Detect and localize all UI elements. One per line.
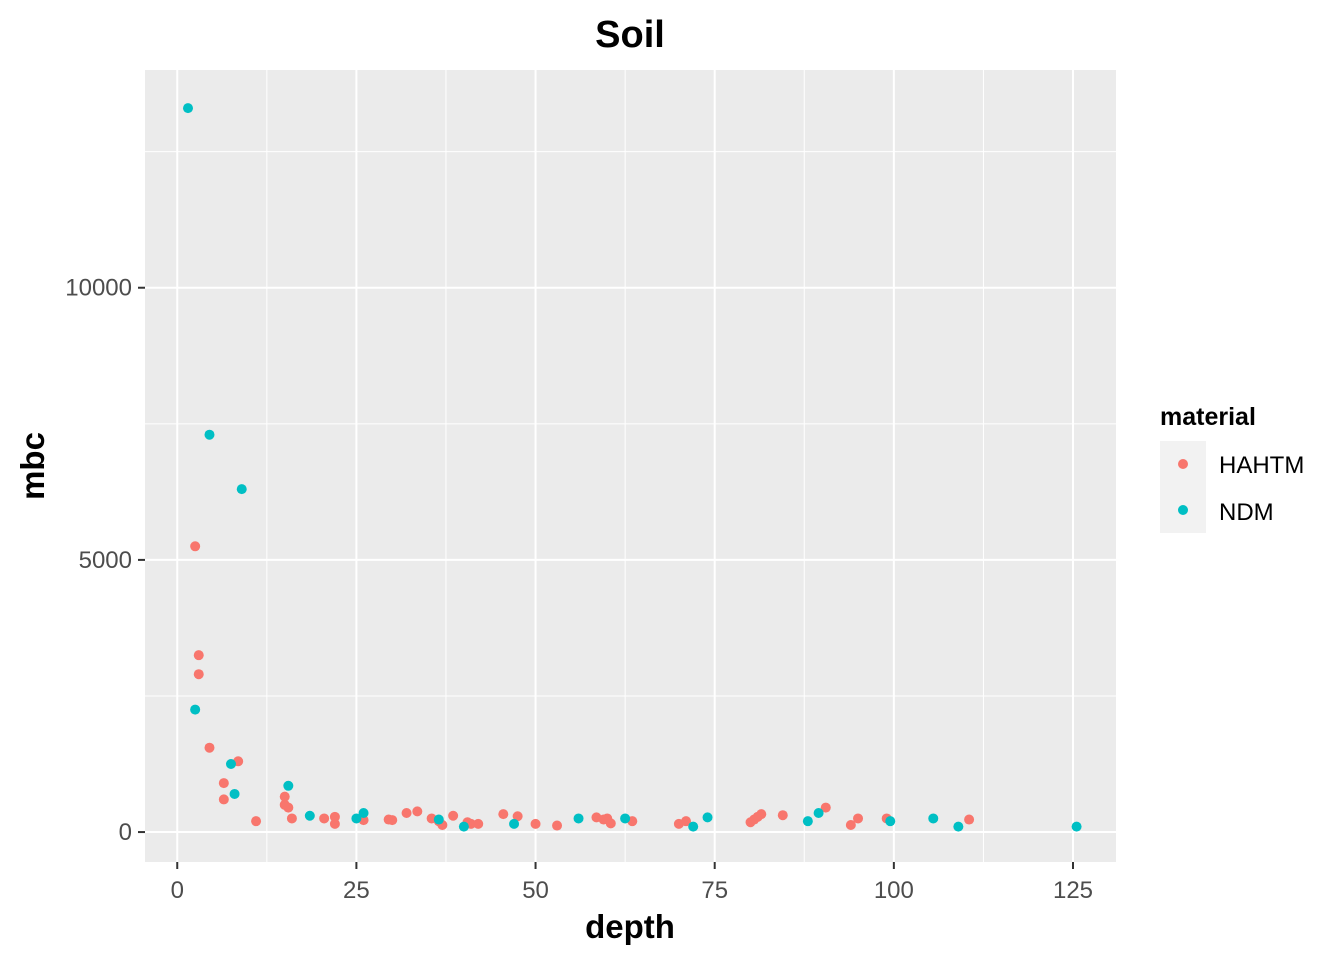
- data-point-hahtm: [498, 809, 509, 820]
- data-point-hahtm: [964, 814, 975, 825]
- data-point-ndm: [620, 813, 631, 824]
- legend: material HAHTM NDM: [1160, 403, 1304, 533]
- legend-key-ndm: [1178, 505, 1188, 515]
- y-tick-label: 10000: [65, 275, 132, 302]
- data-point-hahtm: [286, 813, 297, 824]
- data-point-ndm: [802, 816, 813, 827]
- x-tick-label: 25: [343, 877, 370, 904]
- data-point-hahtm: [756, 809, 767, 820]
- data-point-ndm: [953, 821, 964, 832]
- legend-title: material: [1160, 403, 1256, 431]
- data-point-hahtm: [279, 791, 290, 802]
- data-point-hahtm: [218, 794, 229, 805]
- y-tick-label: 5000: [79, 547, 132, 574]
- data-points: [182, 103, 1082, 832]
- data-point-hahtm: [845, 819, 856, 830]
- data-point-ndm: [688, 821, 699, 832]
- data-point-ndm: [885, 816, 896, 827]
- data-point-ndm: [702, 812, 713, 823]
- data-point-hahtm: [820, 802, 831, 813]
- data-point-hahtm: [853, 813, 864, 824]
- data-point-hahtm: [387, 815, 398, 826]
- data-point-ndm: [283, 780, 294, 791]
- data-point-hahtm: [473, 818, 484, 829]
- data-point-ndm: [225, 759, 236, 770]
- x-tick-label: 50: [522, 877, 549, 904]
- data-point-hahtm: [329, 811, 340, 822]
- data-point-hahtm: [204, 742, 215, 753]
- x-axis-title: depth: [585, 908, 675, 945]
- legend-label-ndm: NDM: [1219, 499, 1274, 526]
- data-point-hahtm: [190, 541, 201, 552]
- data-point-hahtm: [605, 818, 616, 829]
- y-tick-label: 0: [119, 819, 132, 846]
- panel-background: [145, 70, 1116, 862]
- data-point-ndm: [433, 814, 444, 825]
- data-point-hahtm: [512, 811, 523, 822]
- data-point-ndm: [509, 818, 520, 829]
- data-point-hahtm: [777, 810, 788, 821]
- data-point-ndm: [573, 813, 584, 824]
- data-point-ndm: [358, 808, 369, 819]
- x-tick-label: 0: [171, 877, 184, 904]
- data-point-hahtm: [530, 818, 541, 829]
- data-point-ndm: [1071, 821, 1082, 832]
- x-tick-label: 75: [701, 877, 728, 904]
- data-point-hahtm: [681, 816, 692, 827]
- data-point-hahtm: [552, 820, 563, 831]
- data-point-hahtm: [319, 813, 330, 824]
- y-axis-title: mbc: [14, 432, 51, 500]
- data-point-ndm: [304, 810, 315, 821]
- data-point-hahtm: [329, 818, 340, 829]
- legend-key-hahtm: [1178, 459, 1188, 469]
- minor-gridlines: [145, 70, 1116, 862]
- data-point-hahtm: [412, 806, 423, 817]
- data-point-ndm: [813, 808, 824, 819]
- data-point-ndm: [458, 821, 469, 832]
- data-point-hahtm: [401, 808, 412, 819]
- data-point-hahtm: [193, 669, 204, 680]
- y-axis: 0 5000 10000: [65, 275, 145, 846]
- data-point-hahtm: [283, 802, 294, 813]
- x-tick-label: 125: [1053, 877, 1093, 904]
- data-point-ndm: [182, 103, 193, 114]
- data-point-hahtm: [251, 816, 262, 827]
- data-point-hahtm: [218, 778, 229, 789]
- data-point-ndm: [190, 704, 201, 715]
- x-tick-label: 100: [874, 877, 914, 904]
- legend-label-hahtm: HAHTM: [1219, 452, 1304, 479]
- data-point-ndm: [928, 813, 939, 824]
- data-point-ndm: [236, 484, 247, 495]
- x-axis: 0 25 50 75 100 125: [171, 862, 1093, 904]
- major-gridlines: [145, 70, 1116, 862]
- chart-title: Soil: [595, 14, 665, 56]
- data-point-ndm: [204, 429, 215, 440]
- data-point-hahtm: [448, 810, 459, 821]
- data-point-hahtm: [193, 650, 204, 661]
- data-point-ndm: [229, 788, 240, 799]
- data-point-ndm: [351, 813, 362, 824]
